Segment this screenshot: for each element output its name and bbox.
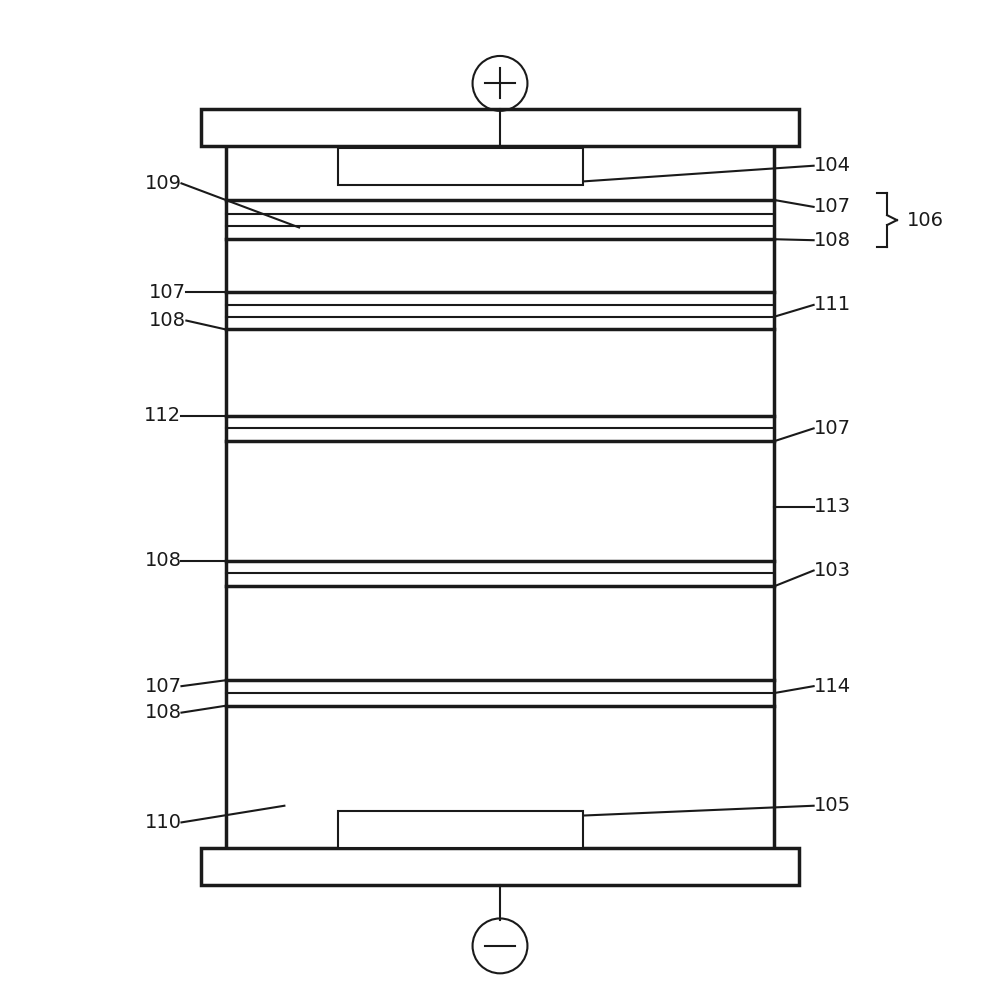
Text: 107: 107 — [814, 418, 851, 438]
Text: 105: 105 — [814, 796, 851, 815]
Text: 111: 111 — [814, 295, 851, 314]
Bar — [201, 109, 799, 146]
Text: 104: 104 — [814, 156, 851, 175]
Text: 108: 108 — [149, 311, 186, 330]
Text: 108: 108 — [814, 231, 851, 249]
Text: 103: 103 — [814, 561, 851, 580]
Text: 114: 114 — [814, 677, 851, 696]
Text: 107: 107 — [144, 677, 181, 696]
Bar — [338, 811, 583, 848]
Text: 113: 113 — [814, 497, 851, 516]
Bar — [338, 148, 583, 185]
Text: 108: 108 — [144, 552, 181, 571]
Text: 109: 109 — [144, 174, 181, 193]
Text: 108: 108 — [144, 703, 181, 722]
Text: 107: 107 — [149, 282, 186, 301]
Bar — [226, 124, 774, 870]
Text: 106: 106 — [907, 211, 944, 230]
Text: 110: 110 — [144, 813, 181, 832]
Text: 107: 107 — [814, 198, 851, 217]
Bar — [201, 848, 799, 885]
Text: 112: 112 — [144, 407, 181, 425]
